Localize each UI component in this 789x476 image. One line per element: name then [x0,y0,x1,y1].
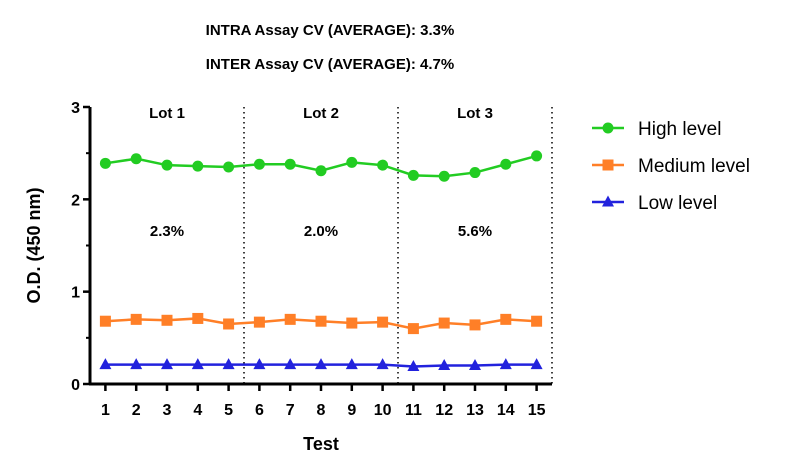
lot-cv-label-3: 5.6% [458,223,492,240]
x-tick-label: 12 [435,402,453,419]
data-point [161,358,173,370]
x-tick-label: 5 [224,402,233,419]
data-point [99,358,112,370]
legend-marker [602,159,614,171]
data-point [377,316,389,328]
legend-entry: Low level [592,193,717,214]
intra-assay-cv-label: INTRA Assay CV (AVERAGE): 3.3% [205,22,455,39]
lot-cv-label-2: 2.0% [304,223,338,240]
data-point [223,161,235,173]
data-point [469,359,481,371]
data-point [407,359,420,371]
data-point [469,319,481,331]
x-tick-label: 9 [347,402,356,419]
data-point [253,358,266,370]
data-point [346,156,358,168]
x-tick-label: 3 [163,402,172,419]
data-point [161,314,173,326]
lot-label-3: Lot 3 [457,105,493,122]
series-medium-level [99,312,543,335]
x-tick-label: 2 [132,402,141,419]
series-high-level [99,150,543,182]
x-tick-label: 10 [374,402,392,419]
x-axis-title: Test [303,434,339,454]
x-tick-label: 4 [193,402,202,419]
y-tick-label: 2 [71,192,80,209]
data-point [376,358,389,370]
data-point [253,158,265,170]
data-point [284,358,297,370]
x-tick-label: 7 [286,402,295,419]
y-tick-label: 1 [71,285,80,302]
data-point [99,315,111,327]
lot-label-2: Lot 2 [303,105,339,122]
legend-label: Medium level [638,156,750,177]
y-axis-title: O.D. (450 nm) [24,187,44,303]
chart-legend: High level Medium level Low level [592,119,750,214]
data-point [499,358,512,370]
data-point [377,159,389,171]
data-point [191,358,204,370]
lot-cv-label-1: 2.3% [150,223,184,240]
data-point [345,358,358,370]
data-point [346,317,358,329]
data-point [438,317,450,329]
data-point [531,150,543,162]
data-point [407,169,419,181]
y-tick-label: 0 [71,377,80,394]
data-point [130,358,143,370]
data-point [315,165,327,177]
series-low-level [99,358,543,371]
lot-label-1: Lot 1 [149,105,185,122]
data-point [531,315,543,327]
inter-assay-cv-label: INTER Assay CV (AVERAGE): 4.7% [205,56,455,73]
legend-entry: Medium level [592,156,750,177]
legend-marker [602,122,614,134]
data-point [315,315,327,327]
data-point [500,158,512,170]
data-point [500,313,512,325]
data-point [284,313,296,325]
data-point [222,358,235,370]
x-tick-label: 13 [466,402,484,419]
x-tick-label: 15 [528,402,546,419]
data-point [315,358,327,370]
data-point [469,167,481,179]
data-point [407,323,419,335]
y-tick-label: 3 [71,100,80,117]
legend-marker [602,195,614,207]
data-point [438,359,451,371]
legend-label: Low level [638,193,717,214]
data-point [223,318,235,330]
x-tick-label: 1 [101,402,110,419]
data-point [284,158,296,170]
data-point [161,159,173,171]
x-tick-label: 11 [405,402,422,419]
data-point [192,160,204,172]
data-point [130,313,142,325]
x-tick-label: 6 [255,402,264,419]
data-point [438,170,450,182]
data-point [99,157,111,169]
data-point [192,312,204,324]
data-point [130,153,142,165]
legend-label: High level [638,119,721,140]
data-point [530,358,543,370]
x-tick-label: 8 [317,402,326,419]
legend-entry: High level [592,119,721,140]
data-point [253,316,265,328]
x-tick-label: 14 [497,402,515,419]
